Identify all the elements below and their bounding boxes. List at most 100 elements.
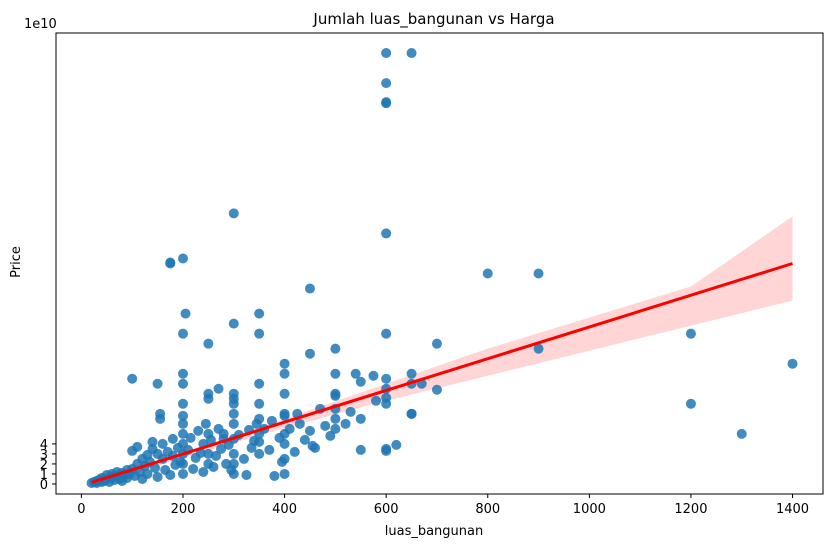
- data-point: [241, 469, 252, 480]
- data-point: [381, 78, 392, 89]
- data-point: [355, 376, 366, 387]
- data-point: [165, 257, 176, 268]
- data-point: [177, 253, 188, 264]
- data-point: [299, 434, 310, 445]
- data-point: [177, 368, 188, 379]
- data-point: [167, 433, 178, 444]
- data-point: [279, 468, 290, 479]
- y-tick-label: 3: [40, 448, 48, 463]
- data-point: [345, 406, 356, 417]
- data-point: [177, 328, 188, 339]
- data-point: [381, 373, 392, 384]
- x-tick-label: 200: [171, 502, 196, 517]
- data-point: [254, 436, 265, 447]
- data-point: [269, 470, 280, 481]
- data-point: [177, 378, 188, 389]
- data-point: [165, 469, 176, 480]
- y-tick-label: 2: [40, 458, 48, 473]
- data-point: [254, 413, 265, 424]
- data-point: [177, 410, 188, 421]
- data-point: [213, 383, 224, 394]
- data-point: [381, 328, 392, 339]
- data-point: [294, 418, 305, 429]
- x-tick-label: 1200: [674, 502, 707, 517]
- data-point: [325, 430, 336, 441]
- data-point: [254, 378, 265, 389]
- data-point: [350, 368, 361, 379]
- data-point: [330, 343, 341, 354]
- data-point: [279, 453, 290, 464]
- y-tick-label: 1: [40, 468, 48, 483]
- confidence-band-layer: [91, 216, 793, 488]
- data-point: [254, 328, 265, 339]
- data-point: [152, 378, 163, 389]
- regression-line: [91, 262, 793, 484]
- data-point: [200, 418, 211, 429]
- data-point: [304, 425, 315, 436]
- data-point: [228, 318, 239, 329]
- y-tick-label: 4: [40, 438, 48, 453]
- data-point: [391, 439, 402, 450]
- data-point: [381, 445, 392, 456]
- data-point: [127, 373, 138, 384]
- data-point: [330, 423, 341, 434]
- data-point: [228, 468, 239, 479]
- data-point: [216, 443, 227, 454]
- data-point: [147, 436, 158, 447]
- data-point: [533, 343, 544, 354]
- data-point: [330, 413, 341, 424]
- x-tick-label: 1000: [573, 502, 606, 517]
- data-point: [188, 463, 199, 474]
- data-point: [203, 448, 214, 459]
- data-point: [254, 308, 265, 319]
- data-point: [180, 308, 191, 319]
- data-point: [304, 283, 315, 294]
- data-point: [142, 468, 153, 479]
- data-point: [289, 446, 300, 457]
- data-point: [177, 398, 188, 409]
- data-point: [177, 428, 188, 439]
- data-point: [279, 368, 290, 379]
- data-point: [355, 444, 366, 455]
- data-point: [208, 461, 219, 472]
- data-point: [198, 466, 209, 477]
- data-point: [381, 48, 392, 59]
- regression-line-layer: [91, 262, 793, 484]
- data-point: [431, 338, 442, 349]
- data-point: [381, 98, 392, 109]
- data-point: [381, 398, 392, 409]
- data-point: [685, 328, 696, 339]
- data-point: [155, 413, 166, 424]
- data-point: [228, 448, 239, 459]
- chart-title: Jumlah luas_bangunan vs Harga: [312, 10, 554, 29]
- data-point: [177, 418, 188, 429]
- data-point: [211, 450, 222, 461]
- data-point: [238, 453, 249, 464]
- data-point: [340, 418, 351, 429]
- data-point: [279, 410, 290, 421]
- data-point: [185, 432, 196, 443]
- data-point: [254, 448, 265, 459]
- data-point: [320, 420, 331, 431]
- data-point: [203, 338, 214, 349]
- data-point: [406, 48, 417, 59]
- plot-frame: [55, 32, 824, 495]
- data-point: [228, 398, 239, 409]
- data-point: [205, 434, 216, 445]
- data-point: [736, 428, 747, 439]
- data-point: [264, 444, 275, 455]
- data-point: [304, 348, 315, 359]
- data-point: [284, 423, 295, 434]
- data-point: [371, 395, 382, 406]
- x-axis-label: luas_bangunan: [385, 524, 483, 539]
- y-axis-label: Price: [9, 246, 24, 278]
- data-point: [254, 398, 265, 409]
- data-point: [368, 370, 379, 381]
- data-point: [150, 462, 161, 473]
- data-point: [330, 390, 341, 401]
- data-point: [279, 438, 290, 449]
- data-point: [152, 471, 163, 482]
- data-point: [482, 268, 493, 279]
